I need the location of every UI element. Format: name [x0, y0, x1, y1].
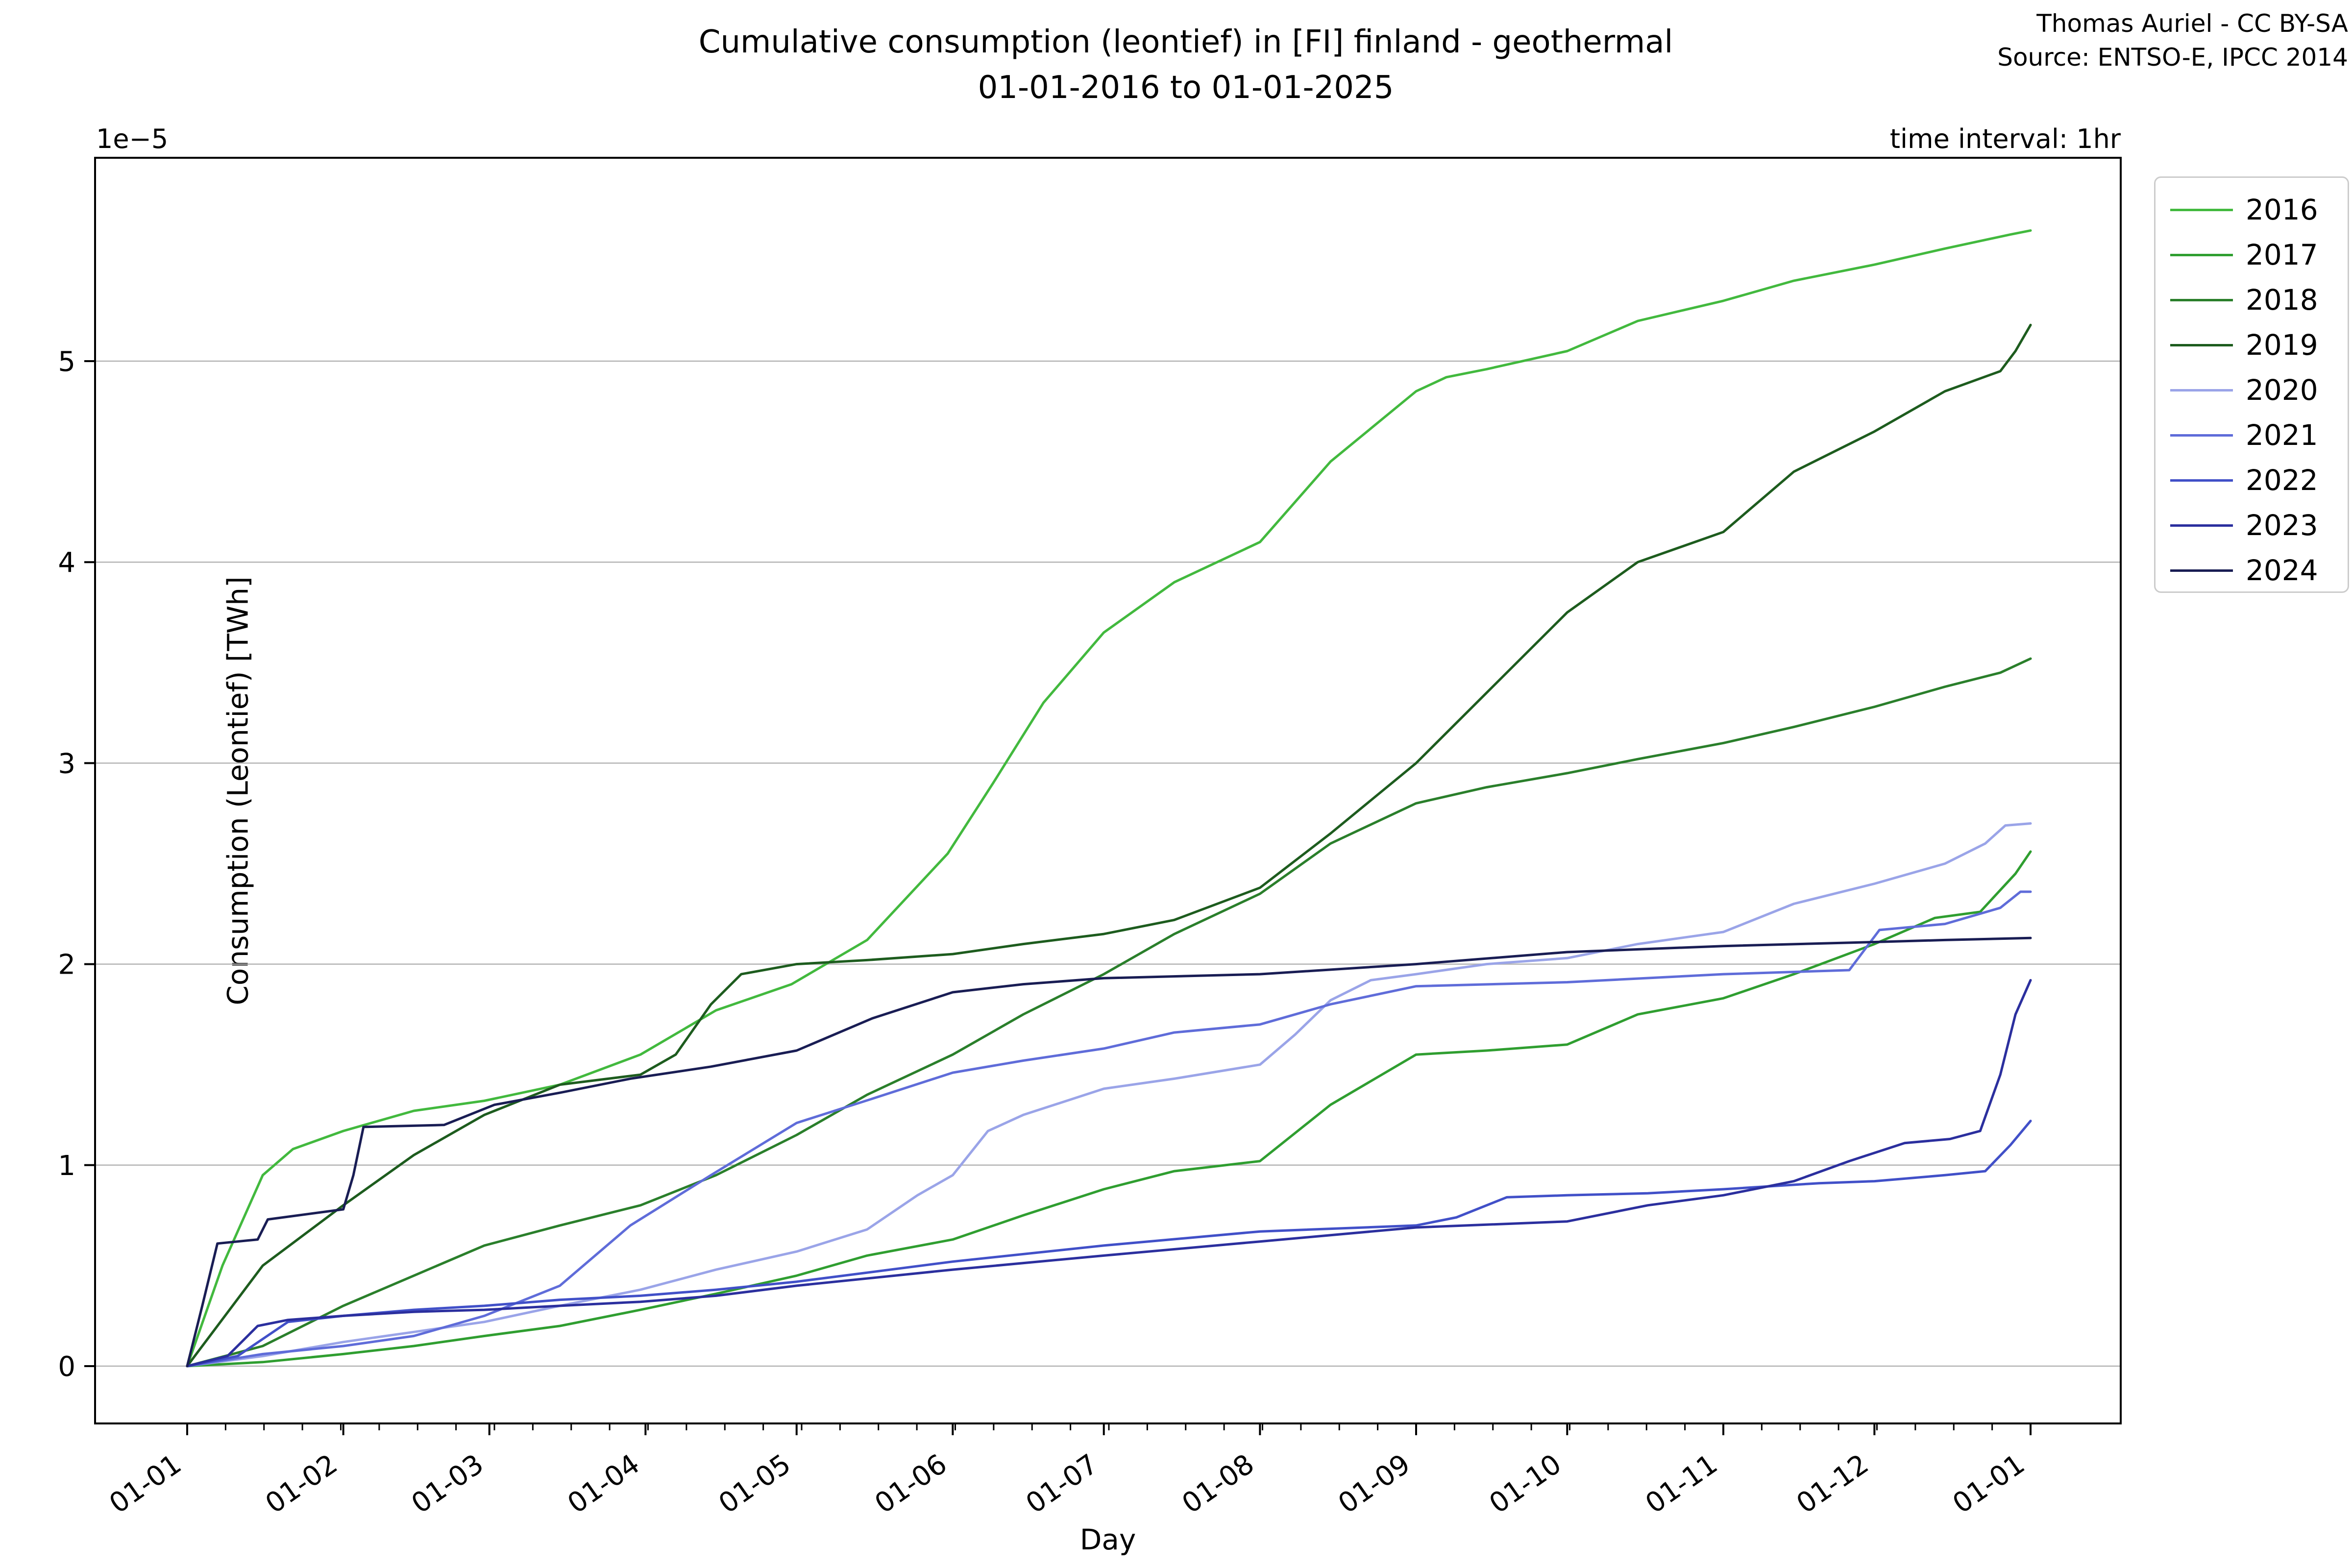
x-tick-label-9: 01-10 — [1484, 1448, 1568, 1520]
series-line-2022 — [186, 1120, 2032, 1368]
legend-label-2024: 2024 — [2246, 554, 2318, 587]
y-tick-label-0: 0 — [58, 1351, 75, 1383]
y-tick-label-1: 1 — [58, 1150, 75, 1182]
legend-label-2016: 2016 — [2246, 193, 2318, 226]
plot-border — [94, 157, 2122, 1424]
x-tick-label-8: 01-09 — [1332, 1448, 1416, 1520]
x-tick-label-3: 01-04 — [562, 1448, 646, 1520]
legend-swatch-2021 — [2170, 434, 2233, 437]
legend-entry-2020: 2020 — [2156, 367, 2348, 413]
y-tick-label-5: 5 — [58, 346, 75, 378]
series-line-2019 — [186, 323, 2032, 1368]
series-line-2021 — [186, 890, 2032, 1368]
y-tick-label-3: 3 — [58, 748, 75, 780]
x-tick-label-0: 01-01 — [103, 1448, 187, 1520]
legend-label-2021: 2021 — [2246, 418, 2318, 452]
legend-entry-2023: 2023 — [2156, 502, 2348, 548]
x-tick-label-1: 01-02 — [260, 1448, 343, 1520]
time-interval-label: time interval: 1hr — [1889, 123, 2121, 154]
x-tick-label-12: 01-01 — [1947, 1448, 2031, 1520]
y-tick-label-4: 4 — [58, 547, 75, 579]
y-axis-offset-label: 1e−5 — [96, 123, 169, 154]
legend-label-2017: 2017 — [2246, 238, 2318, 271]
legend-entry-2022: 2022 — [2156, 457, 2348, 503]
y-tick-label-2: 2 — [58, 949, 75, 981]
series-line-2018 — [186, 657, 2032, 1368]
chart-title-line1: Cumulative consumption (leontief) in [FI… — [698, 24, 1673, 60]
legend-entry-2017: 2017 — [2156, 232, 2348, 278]
legend-swatch-2024 — [2170, 569, 2233, 572]
legend-swatch-2018 — [2170, 298, 2233, 301]
legend-swatch-2022 — [2170, 479, 2233, 482]
series-line-2016 — [186, 229, 2032, 1368]
legend-entry-2021: 2021 — [2156, 412, 2348, 458]
legend-label-2019: 2019 — [2246, 328, 2318, 362]
x-tick-label-4: 01-05 — [713, 1448, 797, 1520]
attribution-source: Source: ENTSO-E, IPCC 2014 — [1997, 43, 2348, 72]
series-line-2020 — [186, 822, 2032, 1368]
chart-title: Cumulative consumption (leontief) in [FI… — [699, 20, 1673, 111]
legend-swatch-2019 — [2170, 343, 2233, 346]
series-line-2024 — [186, 936, 2032, 1368]
legend-swatch-2020 — [2170, 389, 2233, 392]
legend-swatch-2016 — [2170, 208, 2233, 211]
x-tick-label-5: 01-06 — [869, 1448, 953, 1520]
series-line-2017 — [186, 850, 2032, 1368]
legend-label-2020: 2020 — [2246, 373, 2318, 407]
x-tick-label-10: 01-11 — [1640, 1448, 1723, 1520]
x-tick-label-6: 01-07 — [1020, 1448, 1104, 1520]
chart-title-line2: 01-01-2016 to 01-01-2025 — [978, 69, 1394, 106]
legend-label-2023: 2023 — [2246, 509, 2318, 542]
legend-entry-2024: 2024 — [2156, 547, 2348, 593]
legend: 2016 2017 2018 2019 2020 2021 2022 2023 2024 — [2154, 176, 2349, 593]
attribution-author: Thomas Auriel - CC BY-SA — [2036, 9, 2348, 38]
legend-label-2018: 2018 — [2246, 283, 2318, 317]
series-line-2023 — [186, 979, 2032, 1368]
legend-entry-2016: 2016 — [2156, 187, 2348, 233]
legend-entry-2019: 2019 — [2156, 322, 2348, 368]
legend-swatch-2023 — [2170, 524, 2233, 527]
x-axis-title: Day — [1079, 1523, 1136, 1556]
x-tick-label-11: 01-12 — [1791, 1448, 1875, 1520]
attribution: Thomas Auriel - CC BY-SA Source: ENTSO-E… — [1997, 7, 2348, 74]
x-tick-label-7: 01-08 — [1176, 1448, 1260, 1520]
x-tick-label-2: 01-03 — [406, 1448, 490, 1520]
legend-entry-2018: 2018 — [2156, 277, 2348, 323]
legend-swatch-2017 — [2170, 253, 2233, 256]
legend-label-2022: 2022 — [2246, 464, 2318, 497]
